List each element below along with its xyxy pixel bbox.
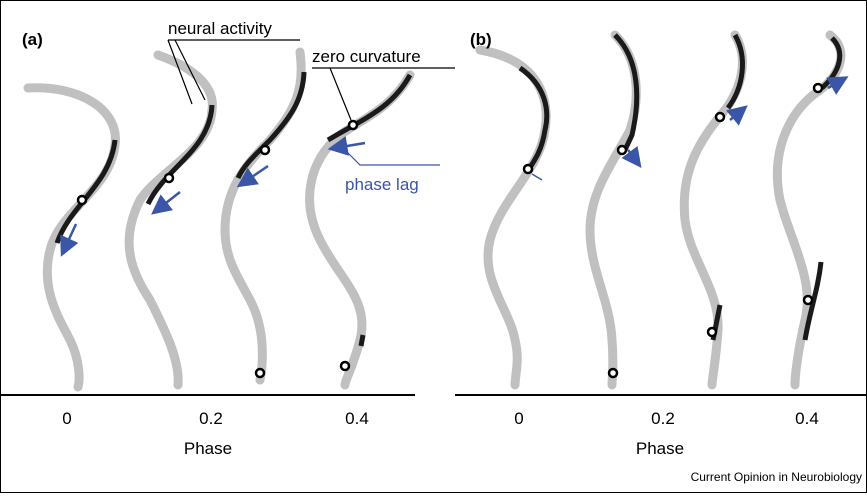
- credit: Current Opinion in Neurobiology: [691, 470, 862, 484]
- panel-b-worms: [475, 30, 849, 390]
- panel-label: (b): [470, 30, 492, 49]
- tick-label: 0.2: [651, 409, 675, 428]
- panel-a-worms: [23, 47, 415, 392]
- axis-title: Phase: [636, 439, 684, 458]
- annotation-lines: [167, 39, 455, 166]
- axis-title: Phase: [184, 439, 232, 458]
- tick-label: 0.4: [795, 409, 819, 428]
- tick-label: 0: [514, 409, 523, 428]
- annotation: zero curvature: [312, 47, 421, 66]
- annotation: neural activity: [168, 19, 272, 38]
- tick-label: 0.4: [345, 409, 369, 428]
- tick-label: 0: [62, 409, 71, 428]
- tick-label: 0.2: [199, 409, 223, 428]
- annotation: phase lag: [345, 175, 419, 194]
- panel-label: (a): [22, 30, 43, 49]
